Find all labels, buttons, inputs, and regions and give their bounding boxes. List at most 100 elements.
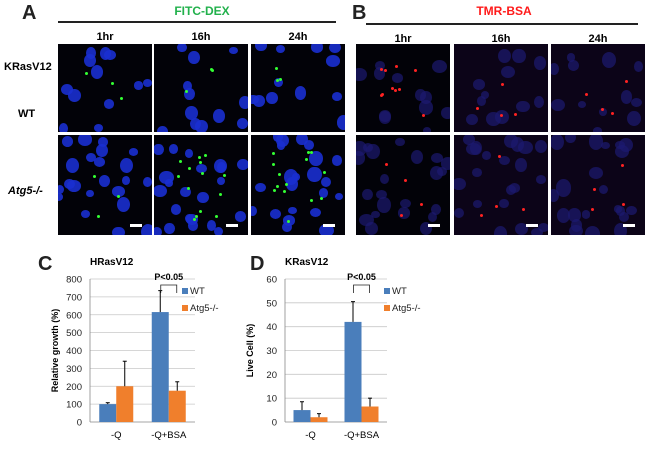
- puncta: [284, 183, 288, 187]
- nucleus: [168, 144, 178, 154]
- nucleus: [97, 137, 108, 147]
- y-tick-label: 300: [66, 364, 82, 375]
- puncta: [385, 163, 389, 167]
- nucleus: [206, 219, 217, 231]
- nucleus: [58, 193, 64, 202]
- nucleus: [122, 176, 131, 185]
- y-tick-label: 200: [66, 382, 82, 393]
- panel-letter: C: [38, 253, 52, 275]
- nucleus: [112, 226, 125, 235]
- nucleus: [588, 135, 604, 150]
- nucleus: [98, 174, 110, 188]
- nucleus: [422, 127, 432, 132]
- scale-bar: [323, 224, 335, 227]
- scale-bar: [428, 224, 440, 227]
- micrograph-a-wt-2: [251, 44, 345, 132]
- significance-bracket: [353, 284, 370, 293]
- nucleus: [335, 193, 344, 201]
- nucleus: [362, 188, 374, 201]
- scale-bar: [623, 224, 635, 227]
- puncta: [185, 89, 188, 93]
- nucleus: [420, 91, 432, 105]
- puncta: [593, 187, 597, 191]
- nucleus: [614, 145, 630, 159]
- puncta: [399, 214, 403, 218]
- nucleus: [512, 48, 526, 64]
- chart-title: KRasV12: [285, 257, 329, 268]
- y-tick-label: 0: [77, 418, 82, 429]
- panel-b-title: TMR-BSA: [476, 4, 532, 18]
- legend-label: Atg5-/-: [190, 303, 219, 314]
- nucleus: [86, 189, 95, 198]
- nucleus: [570, 219, 583, 232]
- bar-charts: C HRasV120100200300400500600700800Relativ…: [38, 253, 421, 441]
- nucleus: [307, 166, 322, 183]
- nucleus: [619, 211, 630, 223]
- y-tick-label: 10: [266, 394, 277, 405]
- nucleus: [183, 81, 192, 92]
- nucleus: [58, 122, 68, 132]
- nucleus: [284, 169, 299, 186]
- micrograph-b-atg5-0: [356, 135, 450, 235]
- legend-swatch: [182, 305, 188, 311]
- panel-a-letter: A: [22, 2, 37, 24]
- puncta: [178, 159, 182, 163]
- panel-a-title: FITC-DEX: [174, 4, 230, 18]
- nucleus: [430, 152, 444, 164]
- x-tick-label: -Q: [305, 430, 316, 441]
- puncta: [495, 205, 499, 209]
- nucleus: [486, 112, 501, 127]
- nucleus: [93, 157, 105, 168]
- nucleus: [585, 226, 601, 235]
- nucleus: [437, 166, 447, 176]
- nucleus: [551, 62, 560, 75]
- nucleus: [566, 53, 576, 62]
- puncta: [521, 207, 525, 211]
- nucleus: [274, 78, 284, 88]
- legend-swatch: [182, 288, 188, 294]
- puncta: [92, 175, 96, 179]
- nucleus: [627, 110, 641, 127]
- nucleus: [77, 135, 93, 146]
- bar-atg5: [168, 390, 186, 422]
- nucleus: [197, 192, 210, 204]
- bar-wt: [293, 410, 311, 422]
- bar-wt: [151, 312, 169, 422]
- puncta: [275, 67, 279, 71]
- puncta: [215, 214, 219, 218]
- nucleus: [481, 150, 492, 160]
- puncta: [276, 184, 280, 188]
- puncta: [384, 68, 388, 72]
- time-label: 1hr: [96, 31, 114, 43]
- micrograph-a-atg5-1: [154, 135, 248, 235]
- y-tick-label: 400: [66, 346, 82, 357]
- significance-bracket: [160, 284, 178, 293]
- nucleus: [68, 89, 81, 102]
- nucleus: [185, 213, 194, 224]
- nucleus: [378, 111, 391, 125]
- y-tick-label: 30: [266, 346, 277, 357]
- micrograph-b-wt-1: [454, 44, 548, 132]
- puncta: [279, 78, 283, 82]
- nucleus: [170, 204, 182, 215]
- nucleus: [400, 198, 412, 209]
- row-label-cell-line: KRasV12: [4, 61, 52, 73]
- nucleus: [303, 140, 315, 151]
- nucleus: [287, 206, 297, 214]
- puncta: [499, 113, 503, 117]
- nucleus: [470, 141, 482, 155]
- puncta: [479, 214, 483, 218]
- puncta: [222, 174, 226, 178]
- nucleus: [180, 186, 191, 198]
- x-tick-label: -Q+BSA: [151, 430, 187, 441]
- nucleus: [329, 44, 342, 53]
- nucleus: [536, 175, 547, 184]
- nucleus: [374, 61, 386, 71]
- nucleus: [309, 151, 323, 166]
- nucleus: [356, 67, 367, 82]
- nucleus: [229, 47, 238, 55]
- nucleus: [213, 158, 228, 173]
- nucleus: [235, 211, 246, 222]
- puncta: [278, 172, 282, 176]
- nucleus: [462, 135, 476, 145]
